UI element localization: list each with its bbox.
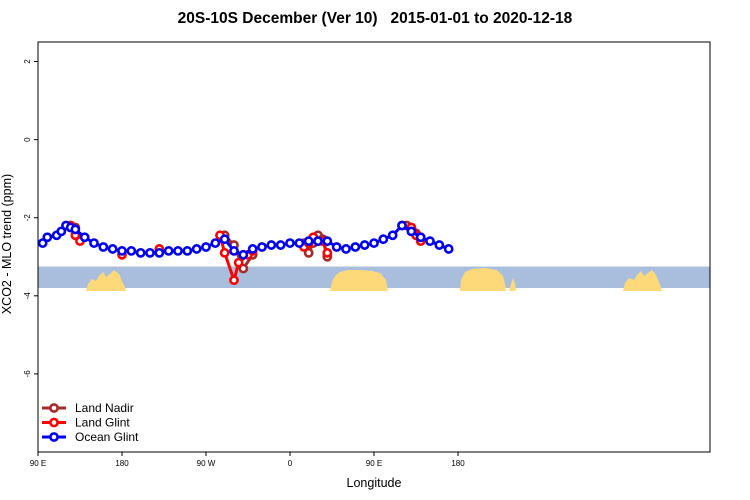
series-ocean-glint: [37, 220, 454, 260]
x-tick-label: 90 E: [30, 459, 46, 468]
x-tick-label: 90 E: [366, 459, 382, 468]
y-tick-label: 2: [23, 59, 32, 64]
y-tick-label: 0: [23, 137, 32, 142]
data-point: [266, 240, 277, 250]
data-point: [173, 246, 183, 256]
data-point: [257, 242, 267, 252]
y-tick-label: -4: [23, 292, 32, 300]
data-point: [89, 238, 99, 248]
legend-label: Ocean Glint: [75, 430, 139, 444]
data-point: [182, 246, 193, 256]
series-layer: [37, 220, 454, 286]
data-point: [79, 232, 90, 243]
x-axis-label: Longitude: [346, 476, 402, 490]
data-point: [98, 242, 109, 252]
data-point: [369, 238, 379, 248]
legend-marker: [49, 432, 59, 442]
data-point: [117, 246, 127, 256]
land-shapes: [86, 268, 662, 291]
legend-label: Land Glint: [75, 416, 130, 430]
data-point: [378, 234, 389, 245]
x-tick-label: 180: [451, 459, 465, 468]
x-tick-label: 90 W: [197, 459, 216, 468]
data-point: [275, 240, 286, 250]
data-point: [210, 238, 221, 248]
data-point: [313, 236, 323, 247]
data-point: [145, 247, 155, 258]
data-point: [229, 275, 239, 286]
land-shape: [330, 270, 388, 291]
data-point: [341, 244, 351, 254]
data-point: [247, 244, 258, 254]
data-point: [201, 242, 211, 252]
x-tick-label: 180: [115, 459, 129, 468]
data-point: [397, 220, 407, 231]
land-shape: [86, 270, 126, 291]
y-tick-label: -6: [23, 370, 32, 378]
land-shape: [623, 270, 662, 291]
data-point: [350, 242, 361, 252]
x-tick-label: 0: [288, 459, 293, 468]
land-shape: [460, 268, 506, 291]
data-point: [163, 246, 174, 256]
data-point: [37, 238, 48, 248]
data-point: [443, 244, 454, 254]
data-point: [219, 234, 230, 245]
data-point: [406, 226, 417, 237]
data-point: [238, 249, 249, 260]
data-point: [219, 247, 230, 258]
data-point: [294, 238, 305, 248]
data-point: [107, 244, 118, 254]
axes: 90 E 180 90 W 0 90 E 180 2 0 -2 -4 -6: [23, 59, 465, 468]
data-point: [126, 246, 137, 256]
data-point: [42, 232, 53, 243]
data-point: [303, 247, 314, 258]
legend-label: Land Nadir: [75, 401, 134, 415]
data-point: [56, 226, 67, 237]
data-point: [154, 247, 165, 258]
data-point: [233, 257, 244, 268]
data-point: [425, 236, 435, 247]
data-point: [285, 238, 295, 248]
data-point: [191, 244, 202, 254]
data-point: [70, 224, 81, 235]
data-point: [229, 246, 239, 256]
data-point: [359, 240, 370, 250]
data-point: [331, 242, 342, 252]
data-point: [434, 240, 445, 250]
y-tick-label: -2: [23, 214, 32, 222]
data-point: [322, 247, 333, 258]
data-point: [322, 236, 333, 247]
data-point: [238, 263, 249, 274]
data-point: [415, 232, 426, 243]
data-point: [303, 236, 314, 247]
data-point: [387, 230, 398, 241]
data-point: [135, 247, 146, 258]
legend-marker: [49, 403, 59, 413]
land-shape: [509, 278, 516, 291]
chart-title: 20S-10S December (Ver 10) 2015-01-01 to …: [177, 10, 573, 27]
legend-marker: [49, 417, 59, 428]
plot-frame: [37, 41, 711, 453]
